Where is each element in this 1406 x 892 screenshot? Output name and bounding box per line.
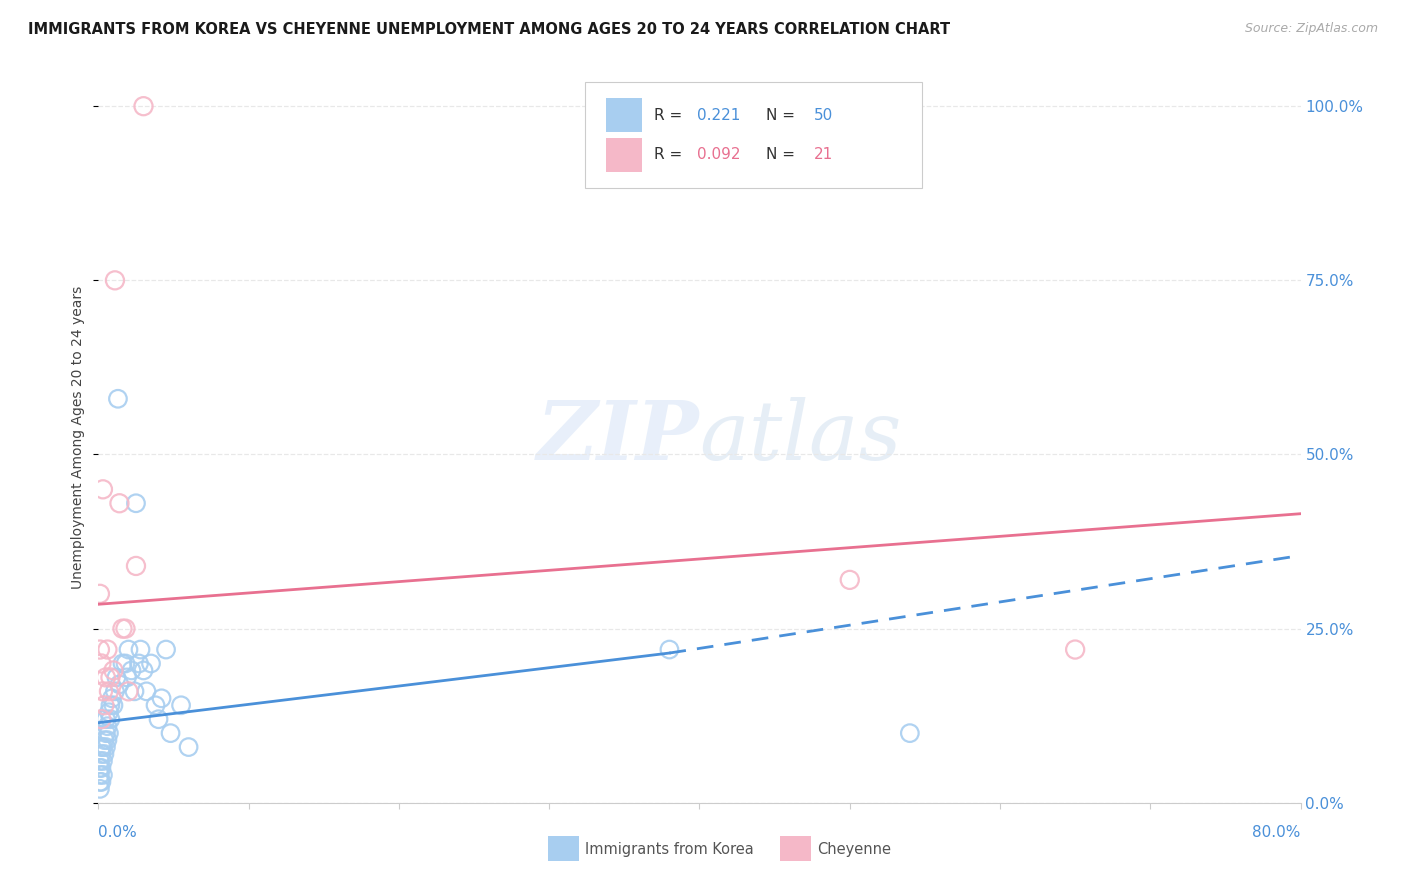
Text: Cheyenne: Cheyenne — [817, 842, 891, 856]
Text: atlas: atlas — [700, 397, 901, 477]
Point — [132, 99, 155, 113]
Point — [96, 642, 118, 657]
Point — [104, 273, 127, 287]
Text: 0.221: 0.221 — [697, 108, 741, 123]
Point — [91, 768, 114, 782]
Point — [90, 775, 112, 789]
Point — [121, 664, 143, 678]
Point — [90, 657, 112, 671]
Point — [94, 712, 117, 726]
Point — [89, 775, 111, 789]
Point — [97, 705, 120, 719]
Text: ZIP: ZIP — [537, 397, 700, 477]
FancyBboxPatch shape — [585, 82, 922, 188]
Point — [114, 657, 136, 671]
Text: 0.092: 0.092 — [697, 147, 741, 162]
Point — [145, 698, 167, 713]
Point — [114, 622, 136, 636]
Point — [96, 733, 118, 747]
Point — [91, 740, 114, 755]
Point — [97, 684, 120, 698]
Y-axis label: Unemployment Among Ages 20 to 24 years: Unemployment Among Ages 20 to 24 years — [72, 285, 86, 589]
Point — [93, 733, 115, 747]
Text: R =: R = — [654, 147, 688, 162]
Bar — [606, 98, 641, 132]
Point — [93, 698, 115, 713]
Point — [100, 712, 122, 726]
Point — [135, 684, 157, 698]
Point — [658, 642, 681, 657]
Point — [89, 587, 111, 601]
Point — [1064, 642, 1087, 657]
Point — [104, 684, 127, 698]
Point — [100, 698, 122, 713]
Text: R =: R = — [654, 108, 688, 123]
Point — [90, 761, 112, 775]
Point — [124, 684, 146, 698]
Point — [91, 684, 114, 698]
Point — [838, 573, 860, 587]
Text: 50: 50 — [814, 108, 832, 123]
Point — [125, 496, 148, 510]
Point — [177, 740, 200, 755]
Point — [89, 781, 111, 796]
Point — [139, 657, 162, 671]
Point — [108, 677, 131, 691]
Point — [100, 670, 122, 684]
Point — [101, 691, 124, 706]
Point — [117, 642, 139, 657]
Text: N =: N = — [766, 108, 800, 123]
Point — [94, 670, 117, 684]
Point — [91, 483, 114, 497]
Point — [96, 719, 118, 733]
Point — [170, 698, 193, 713]
Point — [155, 642, 177, 657]
Text: Source: ZipAtlas.com: Source: ZipAtlas.com — [1244, 22, 1378, 36]
Point — [159, 726, 181, 740]
Point — [90, 712, 112, 726]
Point — [107, 392, 129, 406]
Point — [89, 761, 111, 775]
Point — [150, 691, 173, 706]
Point — [103, 698, 125, 713]
Point — [90, 747, 112, 761]
Bar — [606, 138, 641, 171]
Text: 80.0%: 80.0% — [1253, 825, 1301, 840]
Point — [125, 558, 148, 573]
Point — [111, 657, 134, 671]
Point — [94, 740, 117, 755]
Point — [94, 726, 117, 740]
Point — [89, 642, 111, 657]
Point — [93, 747, 115, 761]
Point — [105, 670, 128, 684]
Point — [97, 726, 120, 740]
Point — [129, 642, 152, 657]
Text: IMMIGRANTS FROM KOREA VS CHEYENNE UNEMPLOYMENT AMONG AGES 20 TO 24 YEARS CORRELA: IMMIGRANTS FROM KOREA VS CHEYENNE UNEMPL… — [28, 22, 950, 37]
Text: Immigrants from Korea: Immigrants from Korea — [585, 842, 754, 856]
Point — [132, 664, 155, 678]
Point — [115, 670, 138, 684]
Point — [90, 740, 112, 755]
Point — [128, 657, 150, 671]
Point — [148, 712, 170, 726]
Text: 21: 21 — [814, 147, 832, 162]
Point — [89, 768, 111, 782]
Point — [117, 684, 139, 698]
Text: 0.0%: 0.0% — [98, 825, 138, 840]
Point — [898, 726, 921, 740]
Point — [111, 622, 134, 636]
Text: N =: N = — [766, 147, 800, 162]
Point — [91, 754, 114, 768]
Point — [103, 664, 125, 678]
Point — [108, 496, 131, 510]
Point — [89, 754, 111, 768]
